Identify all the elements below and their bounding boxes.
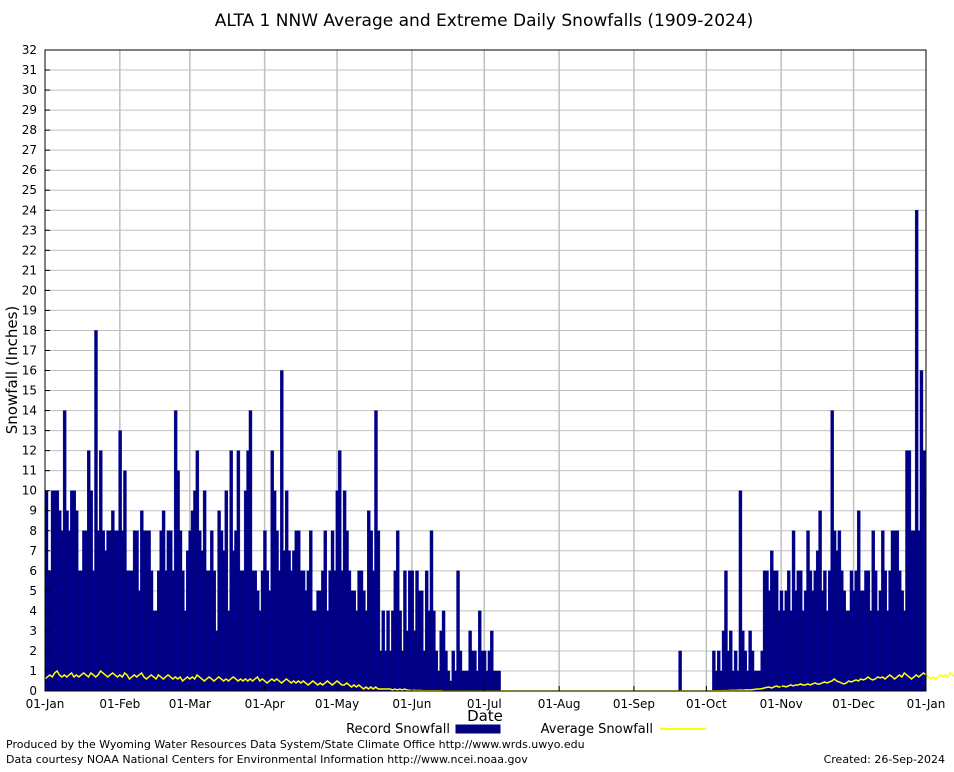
- x-axis-label: Date: [467, 707, 503, 725]
- y-tick-label: 14: [22, 404, 37, 418]
- y-tick-label: 1: [29, 664, 37, 678]
- x-tick-label: 01-May: [315, 697, 359, 711]
- legend-average-label: Average Snowfall: [541, 722, 653, 737]
- x-tick-label: 01-Apr: [245, 697, 285, 711]
- y-tick-label: 5: [29, 584, 37, 598]
- y-tick-label: 23: [22, 223, 37, 237]
- y-tick-label: 17: [22, 343, 37, 357]
- legend: Record Snowfall Average Snowfall: [346, 722, 706, 737]
- y-tick-label: 8: [29, 524, 37, 538]
- x-tick-label: 01-Jan: [907, 697, 946, 711]
- y-tick-label: 24: [22, 203, 37, 217]
- y-tick-label: 30: [22, 83, 37, 97]
- y-tick-label: 12: [22, 444, 37, 458]
- y-tick-label: 13: [22, 424, 37, 438]
- y-tick-label: 6: [29, 564, 37, 578]
- y-tick-label: 19: [22, 303, 37, 317]
- y-tick-label: 28: [22, 123, 37, 137]
- x-tick-label: 01-Jun: [392, 697, 431, 711]
- y-tick-label: 20: [22, 283, 37, 297]
- y-axis-label: Snowfall (Inches): [3, 306, 21, 434]
- axes: 01-Jan 01-Feb 01-Mar 01-Apr 01-May 01-Jun 01-J…: [22, 43, 946, 711]
- y-tick-label: 0: [29, 684, 37, 698]
- record-bar: [497, 670, 501, 692]
- x-tick-label: 01-Sep: [613, 697, 655, 711]
- x-tick-label: 01-Oct: [686, 697, 727, 711]
- legend-record-label: Record Snowfall: [346, 722, 450, 737]
- x-tick-label: 01-Feb: [99, 697, 140, 711]
- y-tick-label: 11: [22, 464, 37, 478]
- y-tick-label: 32: [22, 43, 37, 57]
- y-tick-label: 3: [29, 624, 37, 638]
- plot-border: [44, 49, 927, 692]
- y-tick-label: 21: [22, 263, 37, 277]
- x-tick-label: 01-Nov: [760, 697, 803, 711]
- x-tick-label: 01-Jul: [467, 697, 502, 711]
- y-tick-label: 26: [22, 163, 37, 177]
- x-tick-label: 01-Mar: [169, 697, 211, 711]
- x-tick-label: 01-Jan: [26, 697, 65, 711]
- legend-record-swatch: [455, 724, 501, 734]
- y-tick-label: 22: [22, 243, 37, 257]
- y-tick-label: 27: [22, 143, 37, 157]
- credit-line-1: Produced by the Wyoming Water Resources …: [6, 738, 585, 751]
- y-tick-label: 4: [29, 604, 37, 618]
- credit-line-2: Data courtesy NOAA National Centers for …: [6, 753, 528, 766]
- record-snowfall-bars: [44, 210, 927, 692]
- created-date: Created: 26-Sep-2024: [824, 753, 945, 766]
- y-tick-label: 10: [22, 484, 37, 498]
- record-bar: [678, 650, 682, 692]
- chart-title: ALTA 1 NNW Average and Extreme Daily Sno…: [215, 11, 754, 31]
- x-tick-label: 01-Dec: [832, 697, 875, 711]
- y-tick-label: 29: [22, 103, 37, 117]
- y-tick-label: 2: [29, 644, 37, 658]
- y-tick-label: 25: [22, 183, 37, 197]
- y-tick-label: 18: [22, 323, 37, 337]
- y-tick-label: 9: [29, 504, 37, 518]
- y-tick-label: 16: [22, 364, 37, 378]
- y-tick-label: 31: [22, 63, 37, 77]
- x-tick-label: 01-Aug: [538, 697, 581, 711]
- y-tick-label: 7: [29, 544, 37, 558]
- y-tick-label: 15: [22, 384, 37, 398]
